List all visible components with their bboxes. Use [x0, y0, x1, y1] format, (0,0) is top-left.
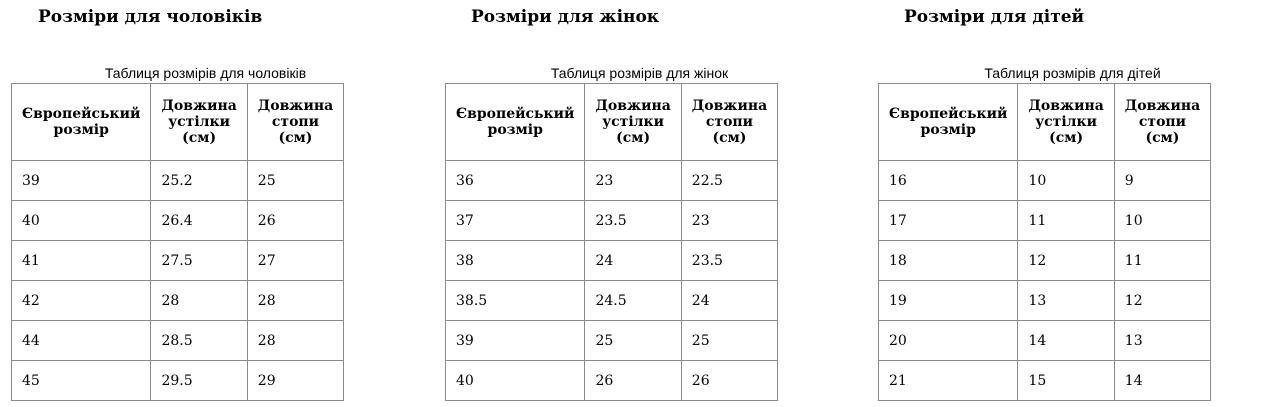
table-cell: 13	[1017, 280, 1115, 321]
table-cell: 22.5	[680, 160, 779, 201]
table-cell: 19	[877, 280, 1019, 321]
table-cell: 16	[877, 160, 1019, 201]
table-cell: 29	[246, 360, 345, 401]
table-cell: 27.5	[150, 240, 248, 281]
column-header-insole-length: Довжина устілки (см)	[150, 83, 248, 161]
table-cell: 42	[10, 280, 152, 321]
table-cell: 40	[444, 360, 586, 401]
table-row: 37 23.5 23	[444, 200, 779, 241]
table-cell: 23.5	[680, 240, 779, 281]
column-header-eu-size: Європейський розмір	[444, 83, 586, 161]
table-cell: 36	[444, 160, 586, 201]
table-header-row: Європейський розмір Довжина устілки (см)…	[444, 83, 779, 161]
table-row: 19 13 12	[877, 280, 1212, 321]
table-cell: 40	[10, 200, 152, 241]
table-cell: 39	[10, 160, 152, 201]
table-cell: 21	[877, 360, 1019, 401]
men-table-caption: Таблиця розмірів для чоловіків	[104, 65, 307, 81]
table-cell: 20	[877, 320, 1019, 361]
table-cell: 26	[246, 200, 345, 241]
men-section-title: Розміри для чоловіків	[38, 7, 263, 27]
table-cell: 10	[1017, 160, 1115, 201]
table-cell: 38	[444, 240, 586, 281]
table-row: 40 26 26	[444, 360, 779, 401]
table-cell: 10	[1113, 200, 1212, 241]
table-cell: 29.5	[150, 360, 248, 401]
table-cell: 15	[1017, 360, 1115, 401]
table-row: 44 28.5 28	[10, 320, 345, 361]
table-row: 21 15 14	[877, 360, 1212, 401]
table-cell: 25	[584, 320, 682, 361]
table-cell: 11	[1113, 240, 1212, 281]
column-header-insole-length: Довжина устілки (см)	[584, 83, 682, 161]
column-header-insole-length: Довжина устілки (см)	[1017, 83, 1115, 161]
table-cell: 25	[246, 160, 345, 201]
table-cell: 12	[1017, 240, 1115, 281]
table-cell: 14	[1113, 360, 1212, 401]
table-row: 38.5 24.5 24	[444, 280, 779, 321]
table-row: 40 26.4 26	[10, 200, 345, 241]
table-cell: 45	[10, 360, 152, 401]
men-size-table: Європейський розмір Довжина устілки (см)…	[10, 83, 345, 401]
table-cell: 11	[1017, 200, 1115, 241]
table-row: 20 14 13	[877, 320, 1212, 361]
table-cell: 28.5	[150, 320, 248, 361]
column-header-foot-length: Довжина стопи (см)	[1113, 83, 1212, 161]
table-cell: 9	[1113, 160, 1212, 201]
kids-section-title: Розміри для дітей	[904, 7, 1085, 27]
table-cell: 13	[1113, 320, 1212, 361]
table-cell: 39	[444, 320, 586, 361]
table-row: 17 11 10	[877, 200, 1212, 241]
women-size-table: Європейський розмір Довжина устілки (см)…	[444, 83, 779, 401]
table-cell: 25	[680, 320, 779, 361]
table-cell: 18	[877, 240, 1019, 281]
table-cell: 28	[150, 280, 248, 321]
table-row: 39 25.2 25	[10, 160, 345, 201]
table-cell: 27	[246, 240, 345, 281]
table-cell: 28	[246, 320, 345, 361]
table-cell: 44	[10, 320, 152, 361]
table-cell: 26.4	[150, 200, 248, 241]
table-cell: 37	[444, 200, 586, 241]
women-section-title: Розміри для жінок	[471, 7, 660, 27]
table-row: 18 12 11	[877, 240, 1212, 281]
table-cell: 17	[877, 200, 1019, 241]
table-cell: 26	[680, 360, 779, 401]
table-header-row: Європейський розмір Довжина устілки (см)…	[877, 83, 1212, 161]
column-header-eu-size: Європейський розмір	[877, 83, 1019, 161]
table-cell: 23	[584, 160, 682, 201]
kids-table-caption: Таблиця розмірів для дітей	[984, 65, 1161, 81]
table-cell: 26	[584, 360, 682, 401]
table-cell: 14	[1017, 320, 1115, 361]
table-row: 41 27.5 27	[10, 240, 345, 281]
table-cell: 41	[10, 240, 152, 281]
table-row: 39 25 25	[444, 320, 779, 361]
table-cell: 38.5	[444, 280, 586, 321]
table-cell: 25.2	[150, 160, 248, 201]
table-header-row: Європейський розмір Довжина устілки (см)…	[10, 83, 345, 161]
kids-size-table: Європейський розмір Довжина устілки (см)…	[877, 83, 1212, 401]
table-row: 16 10 9	[877, 160, 1212, 201]
women-table-caption: Таблиця розмірів для жінок	[550, 65, 729, 81]
table-cell: 23.5	[584, 200, 682, 241]
table-cell: 28	[246, 280, 345, 321]
table-cell: 24	[584, 240, 682, 281]
table-row: 36 23 22.5	[444, 160, 779, 201]
column-header-foot-length: Довжина стопи (см)	[680, 83, 779, 161]
table-cell: 24.5	[584, 280, 682, 321]
table-row: 45 29.5 29	[10, 360, 345, 401]
table-cell: 12	[1113, 280, 1212, 321]
table-row: 38 24 23.5	[444, 240, 779, 281]
table-cell: 23	[680, 200, 779, 241]
table-row: 42 28 28	[10, 280, 345, 321]
column-header-foot-length: Довжина стопи (см)	[246, 83, 345, 161]
column-header-eu-size: Європейський розмір	[10, 83, 152, 161]
table-cell: 24	[680, 280, 779, 321]
